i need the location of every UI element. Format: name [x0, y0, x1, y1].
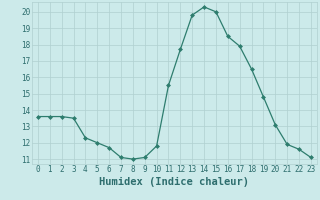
- X-axis label: Humidex (Indice chaleur): Humidex (Indice chaleur): [100, 177, 249, 187]
